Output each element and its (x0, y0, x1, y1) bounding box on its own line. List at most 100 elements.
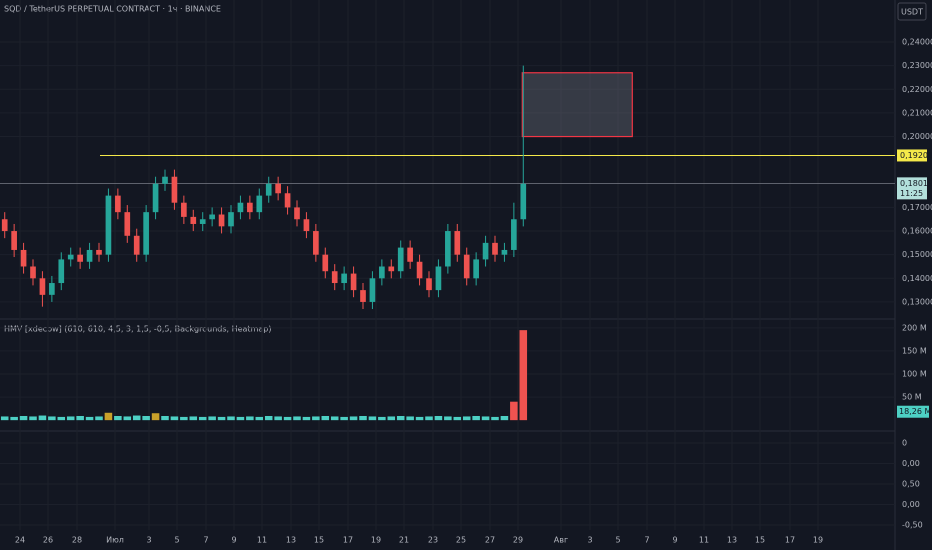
candle-body (360, 290, 366, 302)
candle-body (454, 231, 461, 255)
lower-tick-label: 0,00 (902, 459, 920, 468)
volume-bar (57, 416, 66, 421)
lower-tick-label: 0,00 (902, 500, 920, 509)
last-price-box (897, 177, 927, 200)
y-tick-label: 0,13000 (902, 297, 932, 306)
candle-body (209, 214, 215, 220)
candle-body (124, 212, 131, 236)
candle-body (463, 254, 470, 279)
candle-body (199, 219, 206, 224)
volume-bar (161, 416, 169, 421)
candle-body (379, 266, 385, 279)
x-tick-label: 11 (699, 536, 709, 545)
x-tick-label: 19 (813, 536, 823, 545)
y-tick-label: 0,22000 (902, 85, 932, 94)
y-tick-label: 0,21000 (902, 108, 932, 117)
currency[interactable]: USDT (901, 8, 923, 17)
candle-body (256, 195, 263, 213)
volume-bar (434, 416, 443, 421)
candle-body (105, 195, 112, 255)
candle-body (152, 183, 159, 213)
volume-bar (321, 416, 330, 421)
candle-body (350, 273, 357, 291)
volume-bar (170, 416, 179, 421)
candle-body (190, 216, 197, 224)
x-tick-label: 27 (485, 536, 495, 545)
currency-button[interactable] (897, 2, 927, 21)
volume-bar (217, 416, 226, 421)
volume-bar (302, 416, 311, 421)
volume-bar (359, 416, 367, 421)
y-tick-label: 0,17000 (902, 203, 932, 212)
y-tick-label: 0,23000 (902, 61, 932, 70)
candle-body (284, 193, 291, 208)
candle-body (435, 266, 442, 291)
volume-bar (406, 416, 414, 421)
volume-bar (264, 416, 273, 421)
volume-tick-label: 100 M (902, 370, 927, 379)
x-tick-label: 5 (174, 536, 179, 545)
candle-body (237, 202, 244, 213)
candle-body (96, 249, 102, 255)
volume-bar (491, 416, 499, 421)
volume-bar (104, 412, 113, 421)
candle-body (20, 249, 27, 267)
y-tick-label: 0,24000 (902, 38, 932, 47)
y-tick-label: 0,20000 (902, 132, 932, 141)
x-tick-label: 13 (727, 536, 737, 545)
volume-bar (10, 416, 18, 421)
volume-bar (387, 416, 396, 421)
volume-bar (208, 416, 216, 421)
candle-body (265, 183, 272, 196)
candle-body (501, 249, 508, 255)
candle-body (67, 254, 74, 260)
candle-body (218, 214, 225, 227)
volume-bar (293, 416, 301, 421)
volume-bar (415, 416, 424, 421)
x-tick-label: 9 (231, 536, 236, 545)
chart-title: SQD / TetherUS PERPETUAL CONTRACT · 1ч ·… (4, 5, 221, 14)
candle-body (492, 242, 498, 255)
candle-body (294, 207, 300, 220)
candle-body (482, 242, 489, 260)
candle-body (49, 283, 55, 295)
candle-body (11, 231, 17, 250)
volume-bar (444, 416, 452, 421)
volume-bar (198, 416, 207, 421)
last-price-label: 0,18019 (900, 179, 932, 188)
x-tick-label: Июл (106, 536, 124, 545)
candle-body (162, 176, 168, 184)
candle-body (247, 202, 253, 213)
x-tick-label: 7 (644, 536, 649, 545)
volume-bar (274, 416, 282, 421)
volume-bar (142, 416, 150, 421)
volume-bar (189, 416, 198, 421)
candle-body (416, 261, 423, 279)
candle-body (331, 271, 338, 284)
volume-tick-label: 200 M (902, 323, 927, 332)
candle-body (86, 249, 93, 262)
volume-bar (123, 416, 132, 421)
candle-body (313, 231, 319, 255)
volume-bar (85, 416, 94, 421)
indicator-title: HMV [xdecow] (610, 610, 4,5, 3, 1,5, -0,… (4, 325, 271, 334)
x-tick-label: 29 (513, 536, 523, 545)
y-tick-label: 0,16000 (902, 227, 932, 236)
candle-body (520, 183, 527, 220)
volume-bar (0, 416, 9, 421)
x-tick-label: 21 (399, 536, 409, 545)
volume-bar (481, 416, 490, 421)
volume-bar (48, 416, 56, 421)
volume-bar (340, 416, 348, 421)
level-label-box (897, 149, 927, 162)
volume-bar (227, 416, 235, 421)
candle-body (322, 254, 329, 272)
volume-bar (255, 416, 264, 421)
volume-bar (510, 401, 518, 421)
x-tick-label: 13 (286, 536, 296, 545)
candle-body (181, 202, 187, 217)
volume-last-box (897, 405, 929, 418)
candle-body (171, 176, 178, 203)
